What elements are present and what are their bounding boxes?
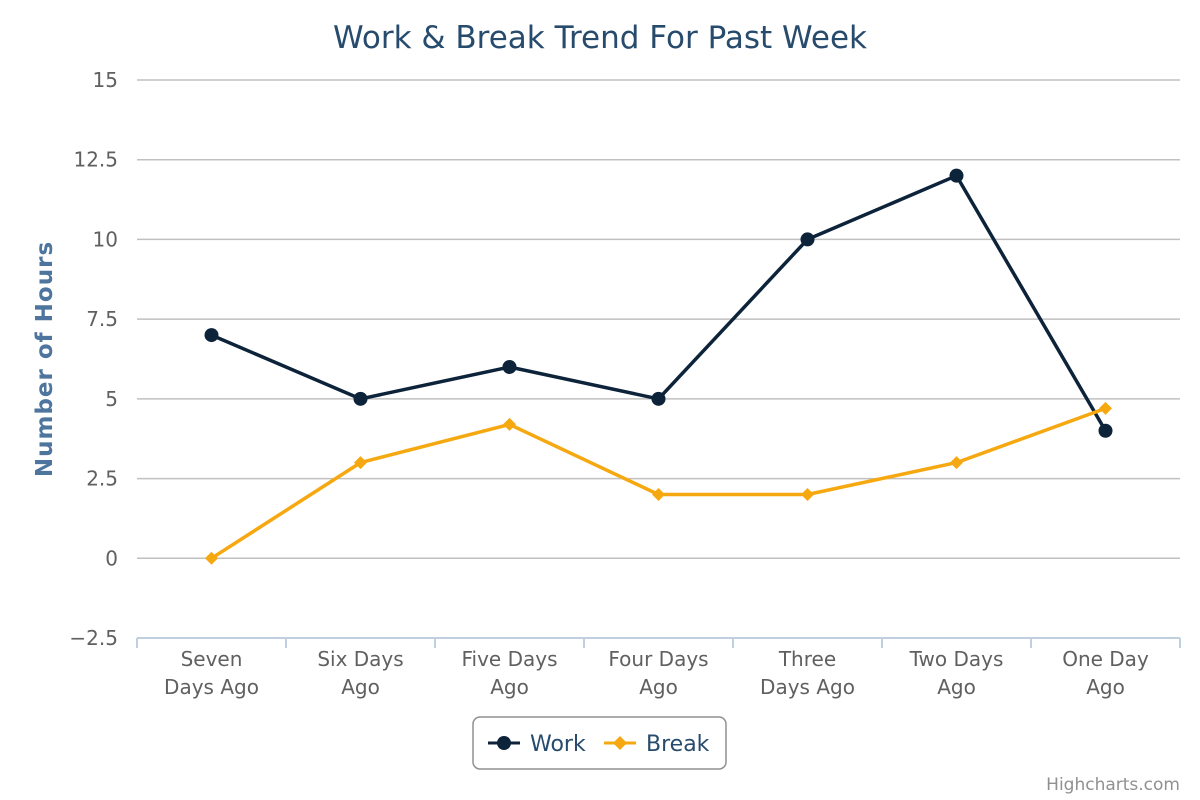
y-tick-label: 7.5 bbox=[86, 307, 118, 331]
y-tick-label: 0 bbox=[105, 546, 118, 570]
legend-break-label: Break bbox=[646, 732, 710, 757]
data-point-break[interactable] bbox=[950, 456, 963, 470]
legend-break-marker bbox=[613, 736, 627, 750]
series-layer bbox=[204, 168, 1113, 565]
chart-title: Work & Break Trend For Past Week bbox=[333, 20, 867, 56]
data-point-work[interactable] bbox=[651, 391, 666, 406]
legend-work-marker bbox=[497, 736, 511, 750]
series-line-break bbox=[209, 406, 1108, 561]
data-point-work[interactable] bbox=[800, 232, 815, 247]
data-point-break[interactable] bbox=[1099, 401, 1112, 415]
data-point-break[interactable] bbox=[652, 488, 665, 502]
x-tick-label: Two Days Ago bbox=[909, 647, 1004, 699]
x-tick-label: Five Days Ago bbox=[461, 647, 557, 699]
series-break[interactable] bbox=[205, 401, 1112, 565]
data-point-work[interactable] bbox=[204, 328, 219, 343]
x-axis: Seven Days Ago Six Days Ago Five Days Ago Four… bbox=[136, 637, 1181, 699]
y-tick-label: 2.5 bbox=[86, 467, 118, 491]
data-point-break[interactable] bbox=[354, 456, 367, 470]
data-point-break[interactable] bbox=[801, 488, 814, 502]
data-point-break[interactable] bbox=[205, 551, 218, 565]
legend-item-work[interactable]: Work bbox=[488, 732, 586, 757]
y-tick-label: 5 bbox=[105, 387, 118, 411]
x-tick-label: Seven Days Ago bbox=[164, 647, 259, 699]
y-tick-label: 12.5 bbox=[73, 148, 118, 172]
legend-item-break[interactable]: Break bbox=[604, 732, 710, 757]
y-tick-label: 15 bbox=[93, 68, 118, 92]
x-tick-label: Six Days Ago bbox=[317, 647, 403, 699]
data-point-work[interactable] bbox=[353, 391, 368, 406]
legend-box bbox=[472, 716, 727, 770]
data-point-work[interactable] bbox=[949, 168, 964, 183]
series-work[interactable] bbox=[204, 168, 1113, 438]
x-tick-label: One Day Ago bbox=[1062, 647, 1149, 699]
y-tick-label: −2.5 bbox=[69, 626, 118, 650]
y-axis-ticks: −2.5 0 2.5 5 7.5 10 12.5 15 bbox=[69, 68, 118, 650]
gridlines bbox=[137, 79, 1180, 560]
data-point-break[interactable] bbox=[503, 417, 516, 431]
y-tick-label: 10 bbox=[93, 227, 118, 251]
legend-work-label: Work bbox=[530, 732, 586, 757]
data-point-work[interactable] bbox=[502, 359, 517, 374]
x-tick-label: Three Days Ago bbox=[760, 647, 855, 699]
credits-link[interactable]: Highcharts.com bbox=[1046, 775, 1180, 795]
legend[interactable]: Work Break bbox=[472, 716, 727, 770]
y-axis-label: Number of Hours bbox=[32, 241, 58, 477]
data-point-work[interactable] bbox=[1098, 423, 1113, 438]
x-tick-label: Four Days Ago bbox=[608, 647, 708, 699]
